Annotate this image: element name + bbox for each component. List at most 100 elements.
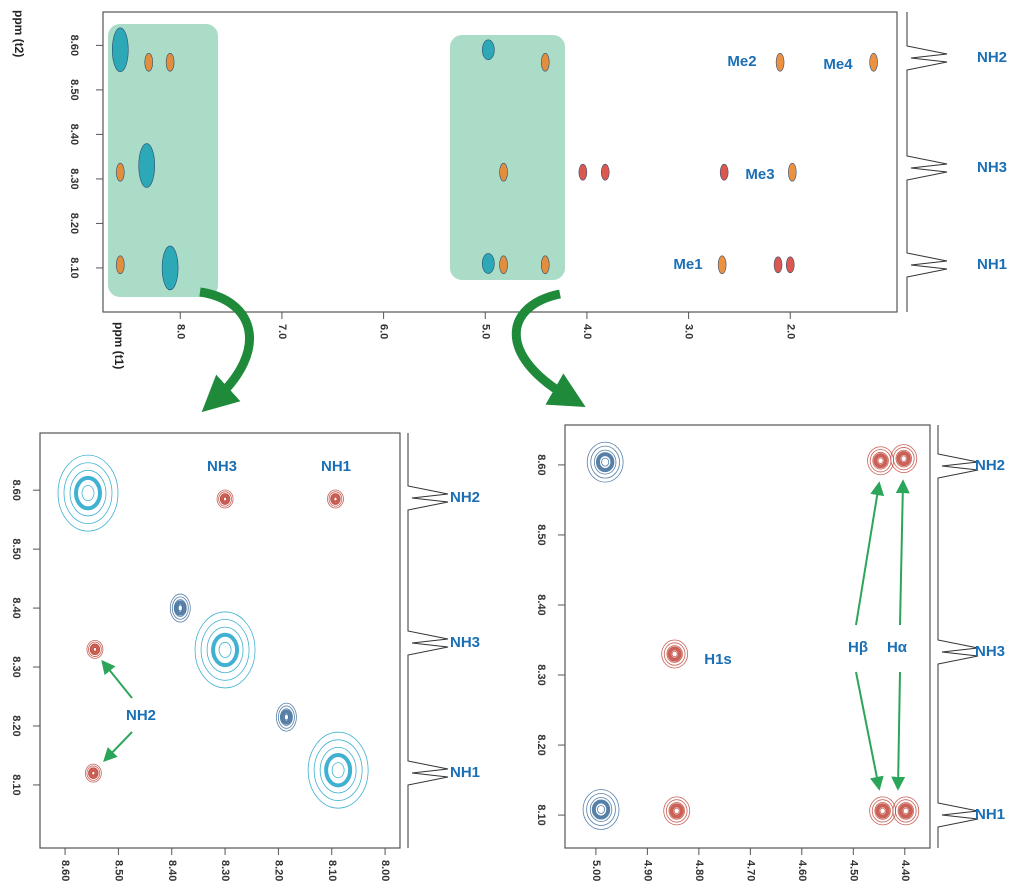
contour-ring <box>87 640 103 658</box>
x-tick-label: 4.60 <box>796 860 808 881</box>
y-tick-label: 8.20 <box>535 734 547 755</box>
contour-ring <box>895 800 916 822</box>
annotation: Me1 <box>673 256 702 273</box>
contour-ring <box>672 805 682 816</box>
contour-ring <box>893 797 919 825</box>
arrow <box>856 672 879 788</box>
contour-ring <box>587 442 623 482</box>
contour-ring <box>195 612 255 688</box>
contour-ring <box>672 651 677 657</box>
peak <box>217 490 233 508</box>
x-tick-label: 8.30 <box>219 860 231 881</box>
x-tick-label: 4.80 <box>693 860 705 881</box>
y-tick-label: 8.60 <box>535 454 547 475</box>
peak <box>541 256 549 274</box>
contour-ring <box>875 455 885 466</box>
peak <box>166 53 174 71</box>
x-tick-label: 4.40 <box>899 860 911 881</box>
contour-ring <box>334 497 337 501</box>
y-tick-label: 8.40 <box>68 124 80 145</box>
contour-ring <box>878 458 883 464</box>
y-tick-label: 8.10 <box>10 774 22 795</box>
figure: 8.07.06.05.04.03.02.08.108.208.308.408.5… <box>0 0 1013 890</box>
contour-ring <box>674 808 679 814</box>
annotation: NH3 <box>207 458 237 475</box>
peak <box>87 640 103 658</box>
arrow <box>103 662 132 698</box>
contour-ring <box>92 771 95 775</box>
contour-ring <box>903 808 908 814</box>
x-tick-label: 8.00 <box>379 860 391 881</box>
annotation: Hα <box>887 639 908 656</box>
contour-ring <box>90 770 96 777</box>
peak <box>774 257 782 273</box>
contour-ring <box>662 640 688 668</box>
x-tick-label: 5.00 <box>590 860 602 881</box>
arrow <box>856 484 879 625</box>
peak <box>85 764 101 782</box>
contour-ring <box>282 712 290 723</box>
contour-ring <box>594 801 608 817</box>
x-tick-label: 4.90 <box>641 860 653 881</box>
y-tick-label: 8.50 <box>68 79 80 100</box>
contour-ring <box>276 703 296 731</box>
peak <box>500 163 508 181</box>
zoom-arrow <box>516 294 570 398</box>
x-tick-label: 8.0 <box>174 324 186 339</box>
y-tick-label: 8.30 <box>10 656 22 677</box>
contour-ring <box>93 648 96 652</box>
peak <box>162 246 178 290</box>
peak <box>145 53 153 71</box>
x-tick-label: 2.0 <box>784 324 796 339</box>
y-tick-label: 8.20 <box>68 213 80 234</box>
y-axis-label: ppm (t2) <box>12 10 26 57</box>
y-tick-label: 8.40 <box>535 594 547 615</box>
trace-label: NH3 <box>450 634 480 651</box>
peak <box>139 144 155 188</box>
x-tick-label: 8.40 <box>166 860 178 881</box>
annotation: NH2 <box>126 707 156 724</box>
x-axis-label: ppm (t1) <box>112 322 126 369</box>
x-tick-label: 3.0 <box>683 324 695 339</box>
peak <box>601 164 609 180</box>
contour-ring <box>877 805 887 816</box>
y-tick-label: 8.10 <box>535 804 547 825</box>
peak <box>870 53 878 71</box>
peak <box>482 40 494 60</box>
annotation: NH1 <box>321 458 351 475</box>
trace-label: NH1 <box>977 256 1007 273</box>
x-tick-label: 4.0 <box>581 324 593 339</box>
projection-trace <box>907 12 947 312</box>
trace-label: NH2 <box>977 49 1007 66</box>
x-tick-label: 4.50 <box>847 860 859 881</box>
contour-ring <box>308 732 368 808</box>
contour-ring <box>893 447 914 469</box>
peak <box>718 256 726 274</box>
x-tick-label: 4.70 <box>744 860 756 881</box>
peak <box>116 256 124 274</box>
x-tick-label: 5.0 <box>479 324 491 339</box>
contour-ring <box>332 495 338 502</box>
peak <box>664 797 690 825</box>
y-tick-label: 8.50 <box>10 538 22 559</box>
contour-ring <box>217 490 233 508</box>
x-tick-label: 8.50 <box>112 860 124 881</box>
peak <box>868 447 894 475</box>
x-tick-label: 8.20 <box>272 860 284 881</box>
trace-label: NH3 <box>975 643 1005 660</box>
contour-ring <box>587 793 616 825</box>
x-tick-label: 8.60 <box>59 860 71 881</box>
contour-ring <box>664 643 685 665</box>
contour-ring <box>868 447 894 475</box>
contour-ring <box>597 805 604 813</box>
y-tick-label: 8.40 <box>10 597 22 618</box>
contour-ring <box>64 463 112 524</box>
trace-label: NH3 <box>977 159 1007 176</box>
contour-ring <box>314 740 362 801</box>
peak <box>500 256 508 274</box>
contour-ring <box>598 454 612 470</box>
peak <box>482 253 494 273</box>
highlight-region <box>450 35 565 280</box>
trace-label: NH2 <box>450 489 480 506</box>
y-tick-label: 8.50 <box>535 524 547 545</box>
